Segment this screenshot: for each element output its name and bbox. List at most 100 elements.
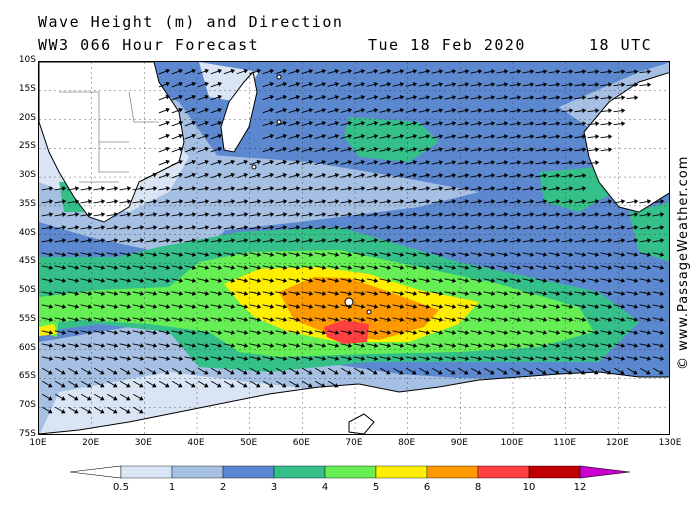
wave-direction-arrow — [405, 199, 418, 204]
wave-direction-arrow — [340, 343, 353, 348]
wave-direction-arrow — [444, 330, 457, 335]
legend-tick-label: 1 — [168, 482, 176, 493]
wave-direction-arrow — [236, 159, 249, 166]
wave-direction-arrow — [639, 265, 652, 270]
wave-direction-arrow — [236, 330, 249, 335]
wave-direction-arrow — [587, 95, 600, 101]
wave-direction-arrow — [483, 134, 496, 139]
wave-direction-arrow — [353, 95, 366, 100]
wave-direction-arrow — [275, 304, 288, 309]
wave-direction-arrow — [470, 212, 483, 217]
wave-direction-arrow — [510, 367, 521, 375]
wave-direction-arrow — [588, 367, 599, 375]
wave-direction-arrow — [639, 82, 652, 88]
wave-direction-arrow — [483, 291, 496, 296]
wave-direction-arrow — [392, 330, 405, 335]
wave-direction-arrow — [613, 278, 626, 283]
wave-direction-arrow — [67, 343, 80, 348]
wave-direction-arrow — [93, 199, 106, 204]
wave-direction-arrow — [80, 212, 93, 217]
wave-direction-arrow — [81, 393, 92, 401]
wave-direction-arrow — [249, 356, 262, 361]
wave-direction-arrow — [184, 94, 196, 101]
wave-direction-arrow — [613, 252, 626, 257]
wave-direction-arrow — [236, 356, 249, 361]
wave-direction-arrow — [366, 134, 379, 139]
wave-direction-arrow — [353, 160, 366, 165]
wave-direction-arrow — [158, 278, 171, 283]
wave-direction-arrow — [171, 159, 183, 166]
wave-direction-arrow — [548, 186, 561, 191]
country-borders — [59, 91, 159, 183]
wave-direction-arrow — [210, 146, 222, 153]
wave-direction-arrow — [249, 265, 262, 270]
wave-direction-arrow — [327, 186, 340, 191]
legend-tick-label: 5 — [372, 482, 380, 493]
wave-direction-arrow — [158, 120, 170, 127]
wave-direction-arrow — [587, 82, 600, 88]
legend-tick-label: 0.5 — [113, 482, 129, 493]
lat-tick-label: 10S — [18, 55, 36, 65]
legend-swatch — [477, 465, 530, 479]
wave-direction-arrow — [418, 317, 431, 322]
wave-direction-arrow — [340, 238, 353, 243]
wave-direction-arrow — [470, 225, 483, 230]
wave-direction-arrow — [522, 265, 535, 270]
wave-direction-arrow — [223, 330, 236, 335]
wave-direction-arrow — [197, 238, 210, 243]
wave-direction-arrow — [340, 265, 353, 270]
wave-direction-arrow — [249, 304, 262, 309]
wave-direction-arrow — [171, 317, 184, 322]
wave-direction-arrow — [600, 82, 613, 88]
wave-direction-arrow — [392, 278, 405, 283]
wave-direction-arrow — [600, 330, 613, 335]
wave-direction-arrow — [405, 69, 418, 74]
wave-direction-arrow — [145, 225, 158, 230]
wave-direction-arrow — [236, 252, 249, 257]
wave-direction-arrow — [418, 147, 431, 152]
wave-direction-arrow — [418, 134, 431, 139]
lon-tick-label: 10E — [29, 438, 47, 448]
wave-direction-arrow — [392, 95, 405, 100]
wave-direction-arrow — [288, 120, 301, 127]
wave-direction-arrow — [457, 134, 470, 139]
wave-direction-arrow — [132, 265, 145, 270]
wave-direction-arrow — [262, 146, 275, 153]
wave-direction-arrow — [418, 343, 431, 348]
wave-direction-arrow — [548, 330, 561, 335]
wave-direction-arrow — [613, 330, 626, 335]
wave-direction-arrow — [210, 133, 222, 140]
wave-direction-arrow — [405, 252, 418, 257]
wave-direction-arrow — [626, 212, 639, 217]
wave-direction-arrow — [197, 317, 210, 322]
wave-direction-arrow — [288, 330, 301, 335]
wave-direction-arrow — [522, 356, 535, 361]
wave-direction-arrow — [288, 356, 301, 361]
wave-direction-arrow — [301, 212, 314, 217]
wave-direction-arrow — [444, 147, 457, 152]
wave-direction-arrow — [496, 212, 509, 217]
wave-direction-arrow — [67, 225, 80, 230]
wave-direction-arrow — [470, 121, 483, 126]
wave-direction-arrow — [639, 304, 652, 309]
wave-direction-arrow — [340, 107, 353, 113]
wave-direction-arrow — [250, 367, 261, 375]
wave-direction-arrow — [470, 82, 483, 87]
wave-direction-arrow — [470, 252, 483, 257]
wave-direction-arrow — [640, 367, 651, 375]
wave-direction-arrow — [288, 265, 301, 270]
wave-direction-arrow — [392, 121, 405, 126]
wave-direction-arrow — [418, 173, 431, 178]
wave-direction-arrow — [93, 238, 106, 243]
wave-direction-arrow — [184, 356, 197, 361]
wave-direction-arrow — [444, 317, 457, 322]
wave-direction-arrow — [431, 330, 444, 335]
wave-direction-arrow — [158, 81, 170, 88]
wave-direction-arrow — [41, 186, 54, 191]
wave-direction-arrow — [106, 343, 119, 348]
wave-direction-arrow — [249, 68, 262, 75]
wave-direction-arrow — [288, 225, 301, 230]
wave-direction-arrow — [353, 199, 366, 204]
wave-direction-arrow — [379, 356, 392, 361]
wave-direction-arrow — [314, 356, 327, 361]
